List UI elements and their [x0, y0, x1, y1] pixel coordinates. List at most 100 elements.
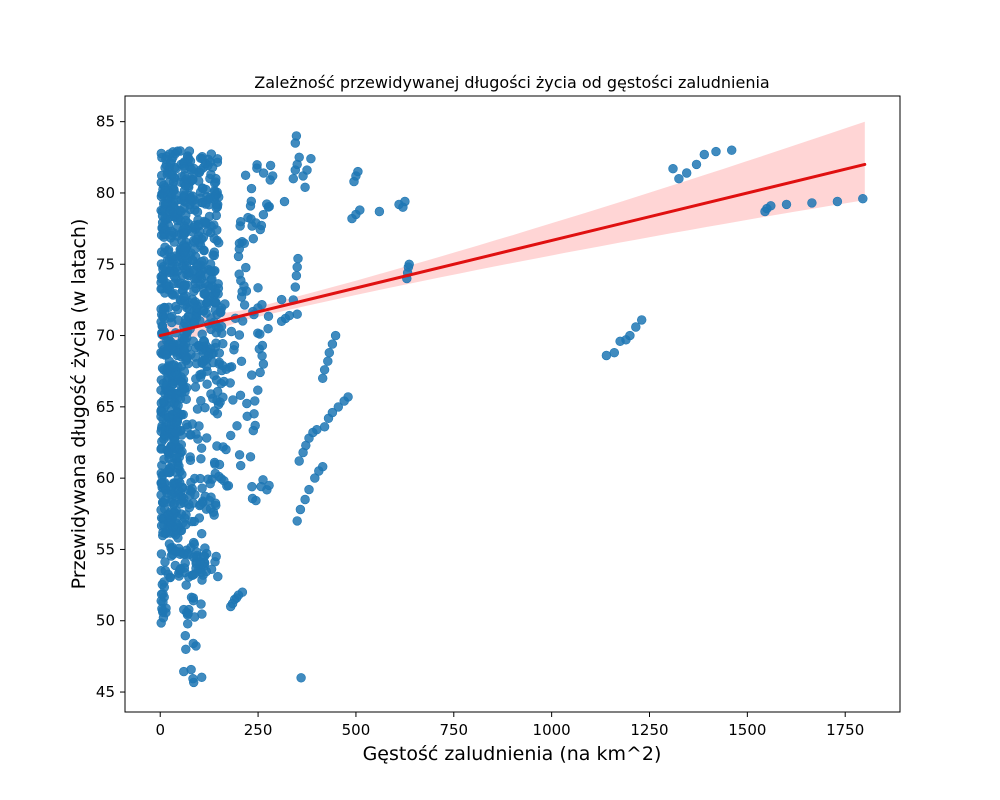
data-point: [255, 367, 265, 378]
data-point: [221, 444, 231, 455]
data-point: [201, 308, 211, 318]
data-point: [262, 485, 272, 495]
data-point: [216, 378, 226, 389]
data-point: [213, 571, 223, 582]
data-point: [226, 430, 236, 441]
data-point: [181, 352, 191, 362]
y-tick-label: 65: [96, 398, 115, 416]
data-point: [258, 359, 269, 369]
data-point: [204, 495, 215, 506]
data-point: [180, 279, 190, 290]
data-point: [279, 196, 290, 207]
data-point: [163, 447, 173, 457]
data-point: [197, 575, 207, 585]
data-point: [173, 533, 183, 543]
data-point: [180, 264, 190, 274]
data-point: [188, 570, 198, 580]
data-point: [160, 565, 171, 576]
data-point: [158, 264, 168, 274]
data-point: [343, 392, 353, 402]
data-point: [196, 443, 207, 453]
data-point: [353, 166, 363, 177]
data-point: [180, 630, 191, 641]
data-point: [158, 304, 169, 314]
data-point: [197, 609, 207, 619]
data-point: [206, 169, 216, 180]
plot-frame: [124, 95, 901, 713]
data-point: [207, 274, 217, 284]
data-point: [164, 539, 175, 549]
data-point: [194, 513, 205, 523]
data-point: [192, 404, 203, 414]
data-point: [374, 206, 385, 217]
data-point: [327, 339, 338, 349]
data-point: [158, 613, 169, 623]
data-point: [249, 409, 259, 419]
data-point: [236, 292, 247, 302]
data-point: [291, 271, 302, 281]
x-axis-label: Gęstość zaludnienia (na km^2): [363, 743, 662, 765]
data-point: [203, 474, 213, 484]
data-point: [164, 468, 175, 478]
data-point: [214, 459, 225, 470]
data-point: [196, 396, 206, 406]
data-point: [160, 557, 170, 567]
data-point: [176, 372, 186, 382]
data-point: [284, 310, 295, 321]
data-point: [239, 300, 250, 310]
data-point: [180, 180, 191, 191]
data-point: [691, 159, 702, 170]
data-point: [292, 516, 302, 526]
data-point: [206, 389, 216, 399]
x-tick-label: 500: [342, 721, 371, 739]
data-point: [235, 390, 246, 400]
data-point: [312, 425, 322, 435]
x-tick-label: 1750: [826, 721, 864, 739]
data-point: [167, 169, 177, 180]
data-point: [156, 589, 167, 599]
data-point: [191, 234, 202, 245]
data-point: [157, 223, 167, 233]
data-point: [192, 207, 203, 217]
data-point: [181, 394, 192, 404]
data-point: [699, 149, 709, 160]
data-point: [294, 152, 304, 163]
data-point: [781, 199, 792, 210]
data-point: [197, 672, 207, 682]
data-point: [199, 216, 209, 227]
data-point: [168, 508, 179, 519]
data-point: [257, 300, 267, 310]
data-point: [203, 295, 214, 305]
data-point: [218, 339, 228, 349]
data-point: [170, 436, 180, 446]
data-point: [188, 638, 199, 649]
data-point: [304, 484, 314, 495]
data-point: [197, 153, 207, 164]
axes-layer: 0 250 500 750 1000 1250 1500 1750 45 50 55 60 65 70 75…: [96, 95, 901, 739]
data-point: [711, 146, 721, 157]
data-point: [167, 230, 177, 241]
data-point: [229, 345, 239, 355]
data-point: [239, 238, 250, 249]
data-point: [240, 170, 251, 181]
data-point: [232, 421, 242, 431]
data-point: [218, 392, 228, 402]
y-axis-label: Przewidywana długość życia (w latach): [68, 219, 90, 590]
data-point: [292, 262, 302, 272]
data-point: [183, 608, 193, 619]
data-point: [187, 516, 197, 527]
data-point: [206, 149, 217, 159]
data-point: [330, 330, 341, 341]
data-point: [156, 490, 166, 500]
data-point: [234, 450, 245, 460]
data-point: [181, 580, 191, 590]
data-point: [201, 184, 211, 195]
data-point: [203, 226, 213, 236]
data-point: [404, 259, 414, 269]
data-point: [172, 408, 183, 418]
data-point: [203, 160, 213, 171]
data-point: [256, 220, 267, 231]
data-point: [290, 282, 300, 292]
data-point: [333, 402, 343, 412]
